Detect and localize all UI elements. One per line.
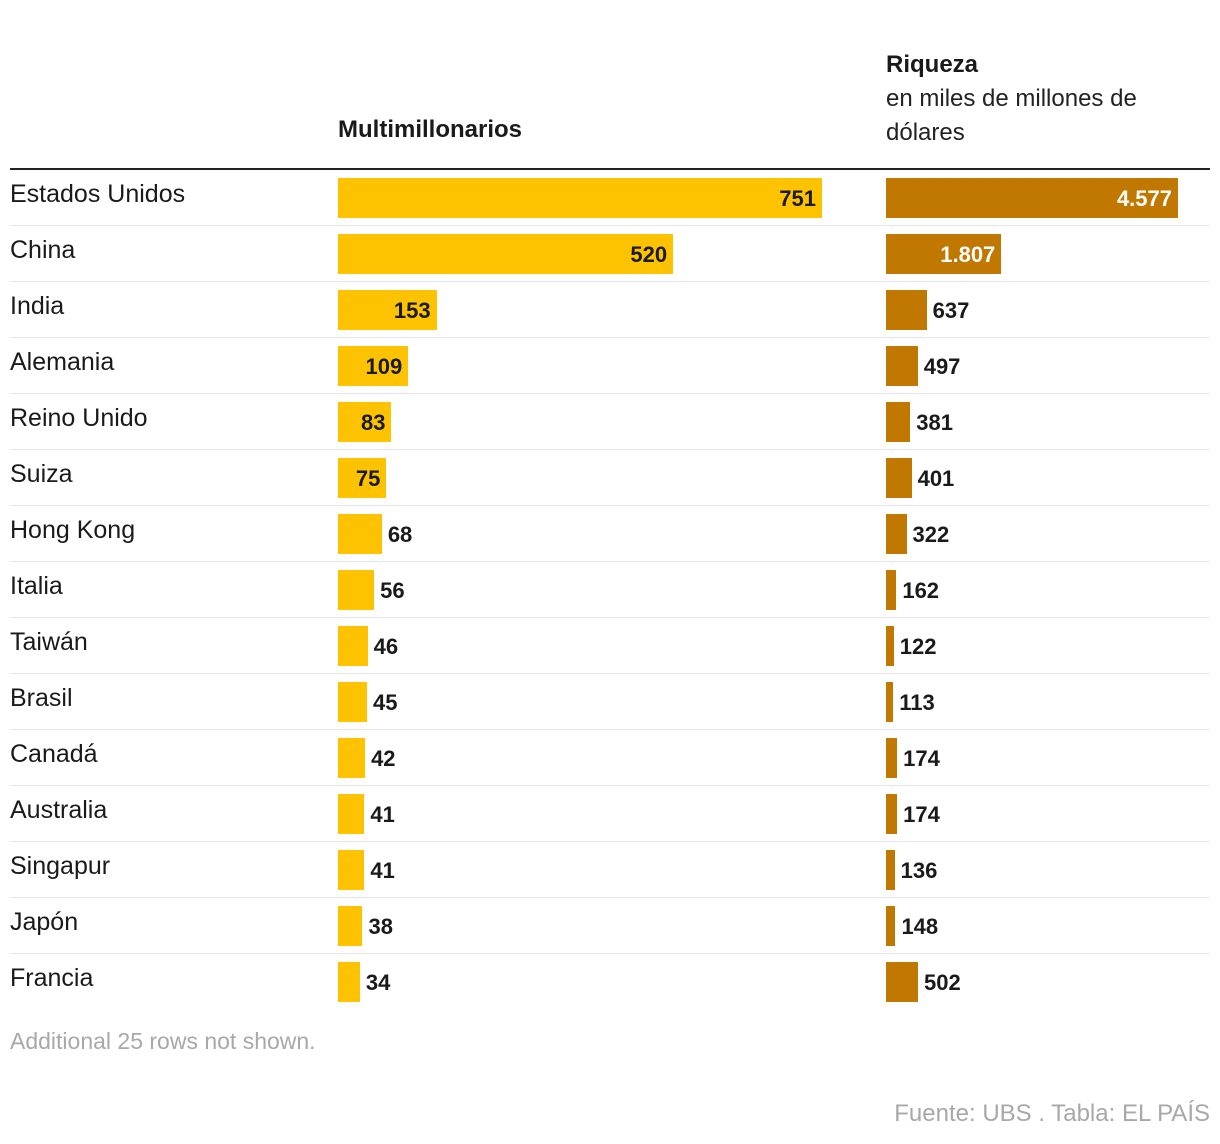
bar-riqueza xyxy=(886,626,894,666)
country-label: Italia xyxy=(10,572,63,600)
value-label-multimillonarios: 46 xyxy=(373,634,399,659)
value-label-multimillonarios: 41 xyxy=(370,858,395,883)
column-header-multimillonarios: Multimillonarios xyxy=(338,116,523,143)
bar-multimillonarios xyxy=(338,178,822,218)
table-row: India 153 637 xyxy=(10,282,1210,338)
column-header-riqueza: Riqueza en miles de millones de dólares xyxy=(886,48,1206,150)
value-label-multimillonarios: 751 xyxy=(779,186,816,211)
value-label-riqueza: 113 xyxy=(899,690,935,715)
table-row: Estados Unidos 751 4.577 xyxy=(10,170,1210,226)
bar-multimillonarios xyxy=(338,346,409,386)
bar-riqueza xyxy=(886,738,898,778)
bar-riqueza xyxy=(886,458,912,498)
value-label-multimillonarios: 68 xyxy=(387,522,413,547)
bar-multimillonarios xyxy=(338,906,363,946)
value-label-riqueza: 502 xyxy=(924,970,961,995)
value-label-riqueza: 174 xyxy=(903,746,940,771)
bar-multimillonarios xyxy=(338,794,365,834)
table-row: Suiza 75 401 xyxy=(10,450,1210,506)
country-label: China xyxy=(10,236,76,264)
bar-multimillonarios xyxy=(338,682,367,722)
country-label: Taiwán xyxy=(10,628,88,656)
bar-multimillonarios xyxy=(338,290,437,330)
table-row: Taiwán 46 122 xyxy=(10,618,1210,674)
country-label: Australia xyxy=(10,796,108,824)
bar-riqueza xyxy=(886,290,927,330)
value-label-multimillonarios: 109 xyxy=(365,354,403,379)
bar-multimillonarios xyxy=(338,402,392,442)
bar-multimillonarios xyxy=(338,850,365,890)
bar-riqueza xyxy=(886,906,896,946)
value-label-riqueza: 401 xyxy=(917,466,955,491)
bar-riqueza xyxy=(886,178,1178,218)
bar-riqueza xyxy=(886,514,907,554)
table-row: Francia 34 502 xyxy=(10,954,1210,1010)
value-label-riqueza: 136 xyxy=(900,858,938,883)
value-label-riqueza: 381 xyxy=(916,410,954,435)
bar-multimillonarios xyxy=(338,738,366,778)
value-label-multimillonarios: 153 xyxy=(393,298,431,323)
bar-multimillonarios xyxy=(338,626,368,666)
bar-riqueza xyxy=(886,850,895,890)
bar-riqueza xyxy=(886,682,894,722)
value-label-multimillonarios: 520 xyxy=(630,242,668,267)
country-label: Japón xyxy=(10,908,79,936)
source-credit: Fuente: UBS . Tabla: EL PAÍS xyxy=(894,1100,1210,1127)
country-label: Francia xyxy=(10,964,94,992)
value-label-riqueza: 122 xyxy=(899,634,937,659)
column-header-riqueza-title: Riqueza xyxy=(886,51,979,78)
value-label-riqueza: 174 xyxy=(903,802,940,827)
table-body: Estados Unidos 751 4.577 China 520 1.807 India… xyxy=(10,170,1210,1010)
bar-riqueza xyxy=(886,234,1002,274)
value-label-riqueza: 4.577 xyxy=(1116,186,1172,211)
country-label: Suiza xyxy=(10,460,73,488)
table-row: Reino Unido 83 381 xyxy=(10,394,1210,450)
value-label-multimillonarios: 83 xyxy=(361,410,386,435)
table-row: China 520 1.807 xyxy=(10,226,1210,282)
value-label-multimillonarios: 56 xyxy=(380,578,405,603)
country-label: Hong Kong xyxy=(10,516,136,544)
bar-riqueza xyxy=(886,346,918,386)
table-row: Australia 41 174 xyxy=(10,786,1210,842)
value-label-riqueza: 148 xyxy=(901,914,939,939)
table-row: Italia 56 162 xyxy=(10,562,1210,618)
table-row: Brasil 45 113 xyxy=(10,674,1210,730)
table-row: Canadá 42 174 xyxy=(10,730,1210,786)
bar-multimillonarios xyxy=(338,962,360,1002)
bar-riqueza xyxy=(886,570,897,610)
bar-riqueza xyxy=(886,402,911,442)
bar-multimillonarios xyxy=(338,514,382,554)
table-row: Hong Kong 68 322 xyxy=(10,506,1210,562)
country-label: Brasil xyxy=(10,684,73,712)
value-label-riqueza: 637 xyxy=(932,298,970,323)
value-label-multimillonarios: 45 xyxy=(373,690,398,715)
column-header-riqueza-subtitle: en miles de millones de dólares xyxy=(886,85,1137,146)
table-row: Singapur 41 136 xyxy=(10,842,1210,898)
country-label: Canadá xyxy=(10,740,98,768)
country-label: Reino Unido xyxy=(10,404,148,432)
bar-multimillonarios xyxy=(338,570,375,610)
value-label-riqueza: 497 xyxy=(923,354,961,379)
country-label: Alemania xyxy=(10,348,115,376)
value-label-multimillonarios: 75 xyxy=(355,466,381,491)
value-label-multimillonarios: 42 xyxy=(371,746,396,771)
header-rule xyxy=(10,168,1210,170)
country-label: India xyxy=(10,292,65,320)
value-label-riqueza: 322 xyxy=(912,522,950,547)
rows-not-shown-note: Additional 25 rows not shown. xyxy=(10,1028,316,1054)
value-label-riqueza: 162 xyxy=(902,578,940,603)
table-row: Alemania 109 497 xyxy=(10,338,1210,394)
country-label: Estados Unidos xyxy=(10,180,186,208)
value-label-riqueza: 1.807 xyxy=(940,242,996,267)
value-label-multimillonarios: 38 xyxy=(368,914,393,939)
country-label: Singapur xyxy=(10,852,111,880)
bar-riqueza xyxy=(886,794,898,834)
value-label-multimillonarios: 34 xyxy=(365,970,391,995)
bar-multimillonarios xyxy=(338,234,674,274)
table-row: Japón 38 148 xyxy=(10,898,1210,954)
bar-multimillonarios xyxy=(338,458,387,498)
bar-riqueza xyxy=(886,962,919,1002)
value-label-multimillonarios: 41 xyxy=(370,802,395,827)
